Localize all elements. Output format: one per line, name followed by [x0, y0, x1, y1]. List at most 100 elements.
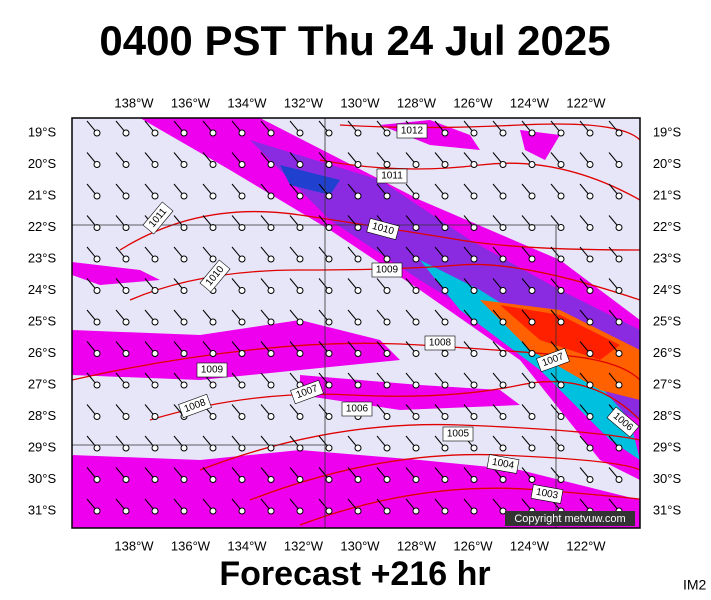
station [267, 161, 275, 168]
station [383, 476, 391, 483]
station [151, 318, 159, 326]
station [499, 192, 507, 200]
station [267, 318, 275, 326]
station [528, 413, 536, 420]
isobar-label-box [486, 454, 520, 474]
latitude-label: 29°S [653, 439, 682, 454]
station [151, 287, 159, 294]
station [528, 476, 536, 483]
isobar-label-box [196, 362, 228, 378]
station [557, 129, 565, 137]
station [325, 129, 333, 137]
station [586, 224, 594, 231]
station [615, 161, 623, 168]
station [325, 318, 333, 326]
isobar-label-group: 1008 [424, 335, 456, 351]
longitude-label: 130°W [340, 95, 380, 110]
station [615, 350, 623, 357]
station [209, 381, 217, 389]
copyright: Copyright metvuw.com [514, 513, 625, 525]
station [470, 413, 478, 420]
station [586, 129, 594, 137]
title: 0400 PST Thu 24 Jul 2025 [99, 17, 610, 64]
station [615, 255, 623, 263]
longitude-label: 136°W [171, 95, 211, 110]
station [296, 224, 304, 231]
station [615, 287, 623, 294]
isobar-label-box [341, 401, 373, 417]
latitude-label: 22°S [653, 219, 682, 234]
station [586, 381, 594, 389]
longitude-label: 134°W [227, 538, 267, 553]
latitude-label: 28°S [653, 408, 682, 423]
station [470, 224, 478, 231]
station [122, 255, 130, 263]
wind-stations [86, 120, 623, 515]
station [354, 255, 362, 263]
latitude-label: 19°S [653, 124, 682, 139]
station [412, 381, 420, 389]
station [238, 413, 246, 420]
station [557, 224, 565, 231]
station [238, 444, 246, 452]
longitude-label: 126°W [453, 538, 493, 553]
station [238, 255, 246, 263]
station [238, 507, 246, 515]
station [151, 350, 159, 357]
longitude-label: 126°W [453, 95, 493, 110]
latitude-label: 23°S [653, 250, 682, 265]
isobar-label-group: 1003 [530, 484, 564, 504]
station [325, 476, 333, 483]
isobar-label-group: 1007 [536, 347, 570, 373]
station [412, 224, 420, 231]
station [441, 507, 449, 515]
station [412, 444, 420, 452]
latitude-label: 24°S [653, 282, 682, 297]
isobar-label: 1009 [201, 365, 224, 376]
latitude-label: 29°S [28, 439, 57, 454]
station [528, 192, 536, 200]
station [93, 224, 101, 231]
station [209, 161, 217, 168]
station [383, 318, 391, 326]
station [151, 413, 159, 420]
station [615, 381, 623, 389]
station [383, 287, 391, 294]
station [267, 413, 275, 420]
station [209, 224, 217, 231]
station [180, 507, 188, 515]
latitude-label: 27°S [653, 376, 682, 391]
station [557, 161, 565, 168]
station [412, 413, 420, 420]
station [615, 444, 623, 452]
latitude-label: 31°S [28, 502, 57, 517]
station [267, 381, 275, 389]
station [586, 444, 594, 452]
station [296, 350, 304, 357]
station [615, 476, 623, 483]
station [325, 224, 333, 231]
isobar-label-group: 1007 [290, 379, 324, 405]
longitude-label: 136°W [171, 538, 211, 553]
station [383, 413, 391, 420]
isobar-label-box [366, 217, 400, 241]
station [122, 192, 130, 200]
isobar-label: 1004 [491, 457, 515, 472]
station [325, 413, 333, 420]
longitude-label: 130°W [340, 538, 380, 553]
station [296, 255, 304, 263]
latitude-label: 25°S [28, 313, 57, 328]
isobar-label-box [424, 335, 456, 351]
station [180, 476, 188, 483]
station [151, 192, 159, 200]
station [325, 381, 333, 389]
station [354, 381, 362, 389]
station [238, 287, 246, 294]
station [122, 224, 130, 231]
latitude-label: 22°S [28, 219, 57, 234]
station [122, 444, 130, 452]
station [615, 224, 623, 231]
station [267, 255, 275, 263]
isobar-label-group: 1009 [196, 362, 228, 378]
isobar-label: 1012 [401, 126, 424, 137]
